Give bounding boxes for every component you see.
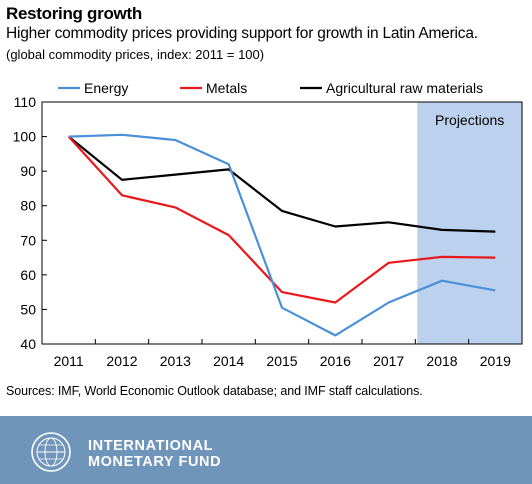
y-tick-label: 90 xyxy=(20,163,36,179)
y-tick-label: 110 xyxy=(14,94,37,110)
x-tick-label: 2014 xyxy=(213,353,244,369)
y-tick-label: 50 xyxy=(20,301,36,317)
org-name: INTERNATIONAL MONETARY FUND xyxy=(88,438,221,470)
org-name-line2: MONETARY FUND xyxy=(88,454,222,470)
legend-label: Metals xyxy=(206,80,247,96)
x-tick-label: 2019 xyxy=(480,353,511,369)
imf-seal-icon xyxy=(31,432,71,472)
org-name-line1: INTERNATIONAL xyxy=(88,438,214,454)
x-tick-label: 2015 xyxy=(266,353,297,369)
y-tick-label: 100 xyxy=(13,129,37,145)
chart-note: (global commodity prices, index: 2011 = … xyxy=(6,47,265,62)
plot-frame xyxy=(41,101,523,345)
imf-footer: INTERNATIONAL MONETARY FUND xyxy=(0,416,532,484)
y-tick-label: 80 xyxy=(20,198,36,214)
projection-label: Projections xyxy=(435,112,504,128)
x-tick-label: 2013 xyxy=(160,353,191,369)
series-line-energy xyxy=(68,133,496,337)
series-line-agricultural-raw-materials xyxy=(68,135,496,233)
y-tick-label: 70 xyxy=(20,232,36,248)
series-line-metals xyxy=(67,135,496,304)
x-tick-label: 2011 xyxy=(54,353,84,369)
y-tick-label: 40 xyxy=(20,336,36,352)
x-tick-label: 2016 xyxy=(320,353,351,369)
legend-label: Agricultural raw materials xyxy=(326,80,483,96)
x-tick-label: 2017 xyxy=(373,353,404,369)
line-chart: Projections 40 50 60 70 80 90 100 110 2011 2012 201… xyxy=(13,80,523,369)
source-note: Sources: IMF, World Economic Outlook dat… xyxy=(6,384,423,398)
y-tick-label: 60 xyxy=(20,267,36,283)
projection-band xyxy=(417,102,522,344)
x-tick-label: 2018 xyxy=(426,353,457,369)
x-tick-label: 2012 xyxy=(106,353,137,369)
chart-subtitle: Higher commodity prices providing suppor… xyxy=(6,25,478,42)
legend-label: Energy xyxy=(84,80,128,96)
chart-title: Restoring growth xyxy=(6,4,142,23)
